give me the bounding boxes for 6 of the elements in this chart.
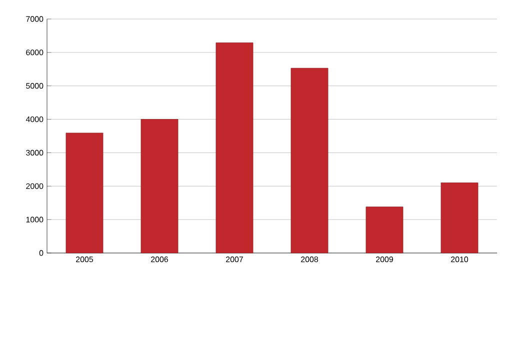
bar xyxy=(216,42,254,254)
bar xyxy=(290,68,328,254)
bar xyxy=(440,182,478,254)
bar xyxy=(366,206,404,254)
bar xyxy=(140,119,178,254)
bar xyxy=(66,132,104,254)
